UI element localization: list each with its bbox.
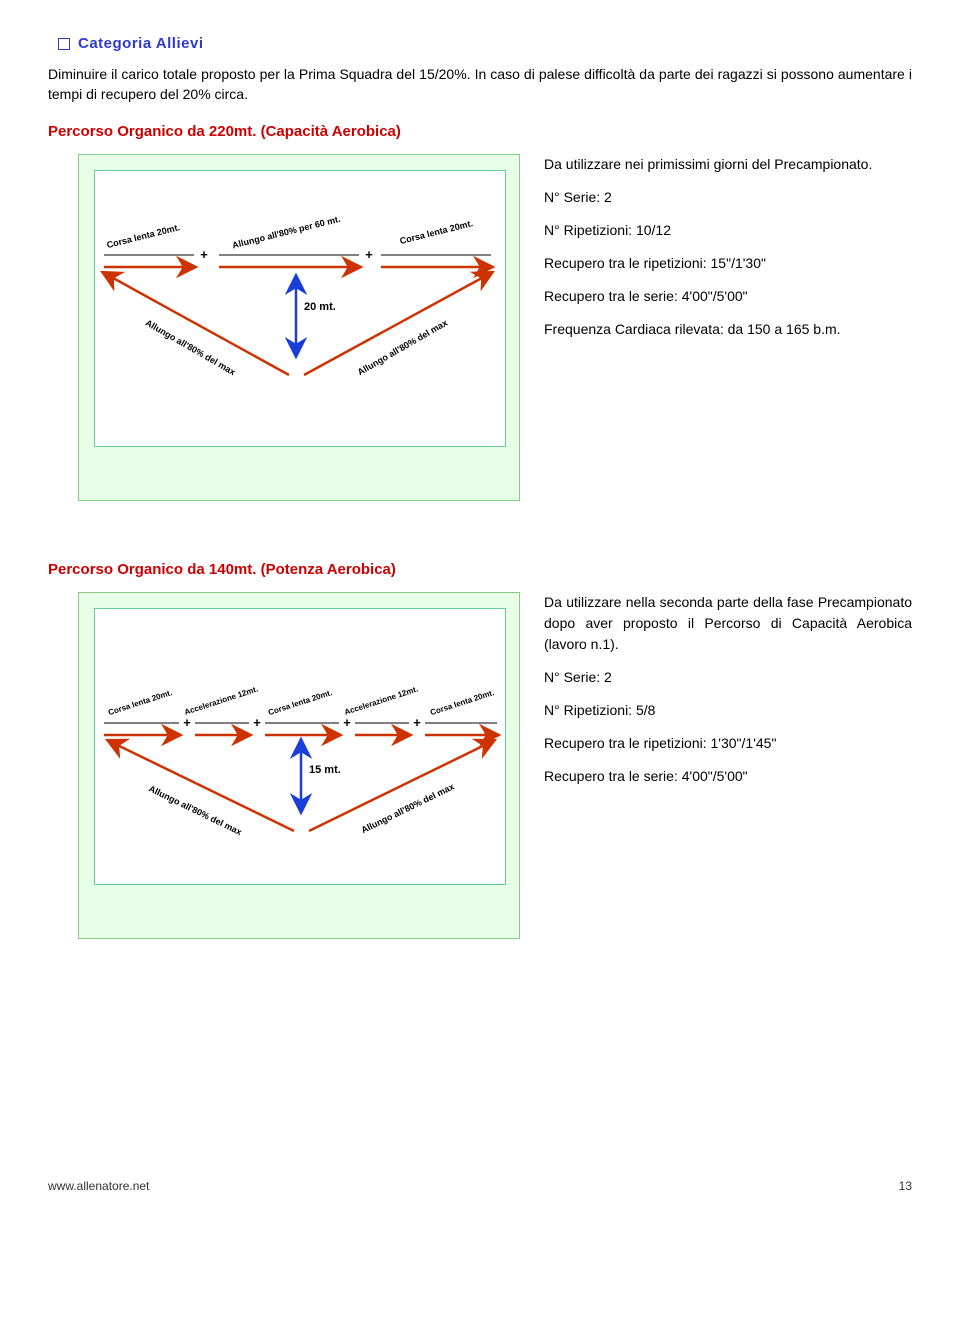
desc-line: N° Ripetizioni: 5/8 bbox=[544, 700, 912, 721]
svg-text:Allungo all'80% del max: Allungo all'80% del max bbox=[147, 783, 243, 837]
svg-text:+: + bbox=[200, 247, 208, 262]
svg-text:+: + bbox=[343, 715, 351, 730]
svg-text:+: + bbox=[365, 247, 373, 262]
desc-line: Frequenza Cardiaca rilevata: da 150 a 16… bbox=[544, 319, 912, 340]
desc-line: Da utilizzare nei primissimi giorni del … bbox=[544, 154, 912, 175]
intro-paragraph: Diminuire il carico totale proposto per … bbox=[48, 64, 912, 105]
desc-line: N° Serie: 2 bbox=[544, 667, 912, 688]
diagram-1: Corsa lenta 20mt. + Allungo all'80% per 60… bbox=[78, 154, 520, 501]
svg-text:Corsa lenta 20mt.: Corsa lenta 20mt. bbox=[429, 688, 495, 717]
desc-line: Recupero tra le ripetizioni: 15"/1'30" bbox=[544, 253, 912, 274]
desc-line: Recupero tra le serie: 4'00"/5'00" bbox=[544, 766, 912, 787]
description-1: Da utilizzare nei primissimi giorni del … bbox=[544, 154, 912, 352]
svg-text:Allungo all'80% del max: Allungo all'80% del max bbox=[144, 317, 237, 377]
desc-line: Recupero tra le serie: 4'00"/5'00" bbox=[544, 286, 912, 307]
footer-site: www.allenatore.net bbox=[48, 1179, 149, 1193]
svg-text:Corsa lenta 20mt.: Corsa lenta 20mt. bbox=[106, 222, 181, 250]
category-bullet bbox=[58, 38, 70, 50]
svg-text:Allungo all'80% per 60 mt.: Allungo all'80% per 60 mt. bbox=[231, 213, 341, 250]
section1-title: Percorso Organico da 220mt. (Capacità Ae… bbox=[48, 123, 912, 140]
category-title: Categoria Allievi bbox=[78, 35, 203, 52]
svg-text:Accelerazione 12mt.: Accelerazione 12mt. bbox=[183, 684, 259, 716]
footer-page: 13 bbox=[899, 1179, 912, 1193]
desc-line: Recupero tra le ripetizioni: 1'30"/1'45" bbox=[544, 733, 912, 754]
svg-text:Corsa lenta 20mt.: Corsa lenta 20mt. bbox=[107, 688, 173, 717]
desc-line: Da utilizzare nella seconda parte della … bbox=[544, 592, 912, 655]
description-2: Da utilizzare nella seconda parte della … bbox=[544, 592, 912, 799]
svg-text:Corsa lenta 20mt.: Corsa lenta 20mt. bbox=[399, 218, 474, 246]
desc-line: N° Ripetizioni: 10/12 bbox=[544, 220, 912, 241]
svg-text:Corsa lenta 20mt.: Corsa lenta 20mt. bbox=[267, 688, 333, 717]
svg-text:+: + bbox=[253, 715, 261, 730]
svg-text:Allungo all'80% del max: Allungo all'80% del max bbox=[356, 317, 449, 377]
svg-text:+: + bbox=[183, 715, 191, 730]
svg-text:+: + bbox=[413, 715, 421, 730]
svg-text:15 mt.: 15 mt. bbox=[309, 764, 341, 776]
desc-line: N° Serie: 2 bbox=[544, 187, 912, 208]
svg-text:20 mt.: 20 mt. bbox=[304, 301, 336, 313]
category-row: Categoria Allievi bbox=[58, 35, 912, 52]
svg-text:Accelerazione 12mt.: Accelerazione 12mt. bbox=[343, 684, 419, 716]
section2-title: Percorso Organico da 140mt. (Potenza Aer… bbox=[48, 561, 912, 578]
diagram-2: Corsa lenta 20mt.+Accelerazione 12mt.+Co… bbox=[78, 592, 520, 939]
svg-text:Allungo all'80% del max: Allungo all'80% del max bbox=[360, 781, 456, 835]
